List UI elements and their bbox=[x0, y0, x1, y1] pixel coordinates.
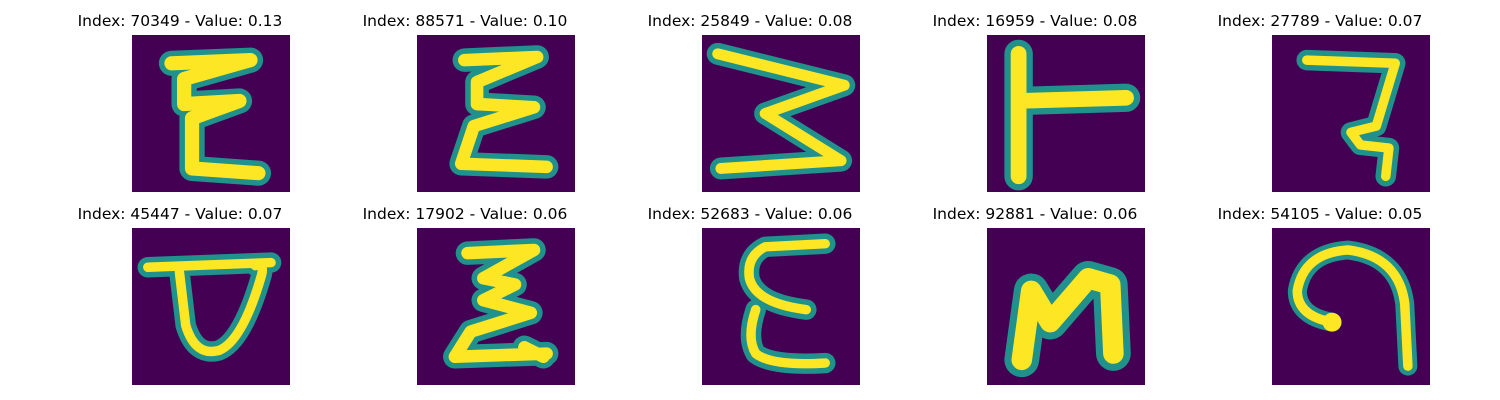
character-image bbox=[132, 228, 290, 385]
image-panel-3: Index: 25849 - Value: 0.08 bbox=[600, 0, 900, 190]
image-panel-9: Index: 92881 - Value: 0.06 bbox=[885, 193, 1185, 383]
panel-title: Index: 25849 - Value: 0.08 bbox=[600, 12, 900, 30]
character-image bbox=[987, 35, 1145, 192]
character-image bbox=[1272, 228, 1430, 385]
panel-title: Index: 70349 - Value: 0.13 bbox=[30, 12, 330, 30]
character-image bbox=[702, 35, 860, 192]
character-image bbox=[987, 228, 1145, 385]
character-image bbox=[417, 228, 575, 385]
image-panel-8: Index: 52683 - Value: 0.06 bbox=[600, 193, 900, 383]
panel-title: Index: 52683 - Value: 0.06 bbox=[600, 205, 900, 223]
panel-title: Index: 27789 - Value: 0.07 bbox=[1170, 12, 1470, 30]
panel-title: Index: 54105 - Value: 0.05 bbox=[1170, 205, 1470, 223]
image-panel-1: Index: 70349 - Value: 0.13 bbox=[30, 0, 330, 190]
character-image bbox=[132, 35, 290, 192]
image-panel-6: Index: 45447 - Value: 0.07 bbox=[30, 193, 330, 383]
character-image bbox=[1272, 35, 1430, 192]
panel-title: Index: 88571 - Value: 0.10 bbox=[315, 12, 615, 30]
image-panel-2: Index: 88571 - Value: 0.10 bbox=[315, 0, 615, 190]
character-image bbox=[417, 35, 575, 192]
image-panel-7: Index: 17902 - Value: 0.06 bbox=[315, 193, 615, 383]
image-panel-10: Index: 54105 - Value: 0.05 bbox=[1170, 193, 1470, 383]
panel-title: Index: 16959 - Value: 0.08 bbox=[885, 12, 1185, 30]
image-panel-4: Index: 16959 - Value: 0.08 bbox=[885, 0, 1185, 190]
image-panel-5: Index: 27789 - Value: 0.07 bbox=[1170, 0, 1470, 190]
panel-title: Index: 17902 - Value: 0.06 bbox=[315, 205, 615, 223]
panel-title: Index: 45447 - Value: 0.07 bbox=[30, 205, 330, 223]
panel-title: Index: 92881 - Value: 0.06 bbox=[885, 205, 1185, 223]
character-image bbox=[702, 228, 860, 385]
